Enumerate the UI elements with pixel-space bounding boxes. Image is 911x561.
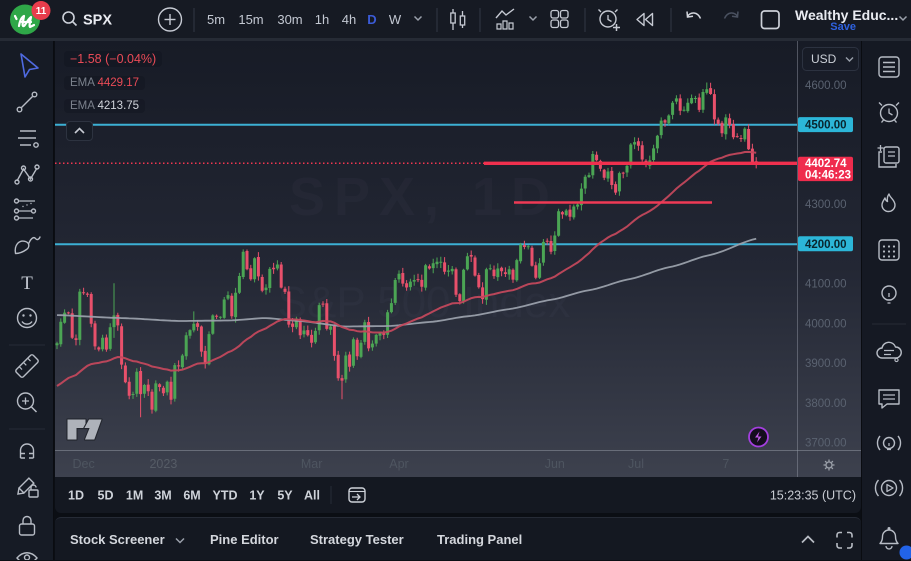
svg-text:6M: 6M xyxy=(183,489,200,503)
svg-text:1h: 1h xyxy=(315,12,329,27)
svg-text:Save: Save xyxy=(830,21,856,33)
svg-text:3700.00: 3700.00 xyxy=(805,438,847,450)
svg-text:D: D xyxy=(367,12,376,27)
svg-text:Dec: Dec xyxy=(72,457,94,471)
svg-text:4100.00: 4100.00 xyxy=(805,279,847,291)
svg-text:4000.00: 4000.00 xyxy=(805,318,847,330)
svg-text:3M: 3M xyxy=(154,489,171,503)
svg-text:1D: 1D xyxy=(68,489,84,503)
svg-text:4300.00: 4300.00 xyxy=(805,199,847,211)
svg-text:04:46:23: 04:46:23 xyxy=(805,169,851,181)
svg-text:SPX, 1D: SPX, 1D xyxy=(289,167,559,227)
svg-text:W: W xyxy=(389,12,402,27)
svg-text:4h: 4h xyxy=(342,12,356,27)
svg-text:15:23:35 (UTC): 15:23:35 (UTC) xyxy=(770,489,856,503)
svg-text:15m: 15m xyxy=(238,12,263,27)
svg-text:11: 11 xyxy=(36,6,47,17)
svg-text:All: All xyxy=(304,489,320,503)
svg-text:5Y: 5Y xyxy=(277,489,293,503)
svg-text:30m: 30m xyxy=(277,12,302,27)
svg-text:4600.00: 4600.00 xyxy=(805,80,847,92)
svg-text:Stock Screener: Stock Screener xyxy=(70,532,165,547)
svg-text:Jul: Jul xyxy=(628,457,644,471)
svg-text:YTD: YTD xyxy=(213,489,238,503)
svg-text:USD: USD xyxy=(811,52,837,66)
svg-text:3900.00: 3900.00 xyxy=(805,358,847,370)
svg-text:7: 7 xyxy=(722,457,729,471)
svg-text:5m: 5m xyxy=(207,12,225,27)
svg-text:5D: 5D xyxy=(98,489,114,503)
svg-text:2023: 2023 xyxy=(149,457,177,471)
svg-text:4200.00: 4200.00 xyxy=(805,239,847,251)
svg-text:Jun: Jun xyxy=(545,457,565,471)
svg-text:1M: 1M xyxy=(126,489,143,503)
svg-text:T: T xyxy=(21,273,33,294)
svg-text:Trading Panel: Trading Panel xyxy=(437,532,522,547)
svg-text:Mar: Mar xyxy=(301,457,323,471)
svg-text:Apr: Apr xyxy=(389,457,408,471)
svg-text:Pine Editor: Pine Editor xyxy=(210,532,279,547)
svg-text:4500.00: 4500.00 xyxy=(805,120,847,132)
svg-text:1Y: 1Y xyxy=(249,489,265,503)
svg-text:3800.00: 3800.00 xyxy=(805,398,847,410)
svg-text:SPX: SPX xyxy=(83,13,112,29)
svg-text:4402.74: 4402.74 xyxy=(805,158,847,170)
svg-text:Strategy Tester: Strategy Tester xyxy=(310,532,404,547)
